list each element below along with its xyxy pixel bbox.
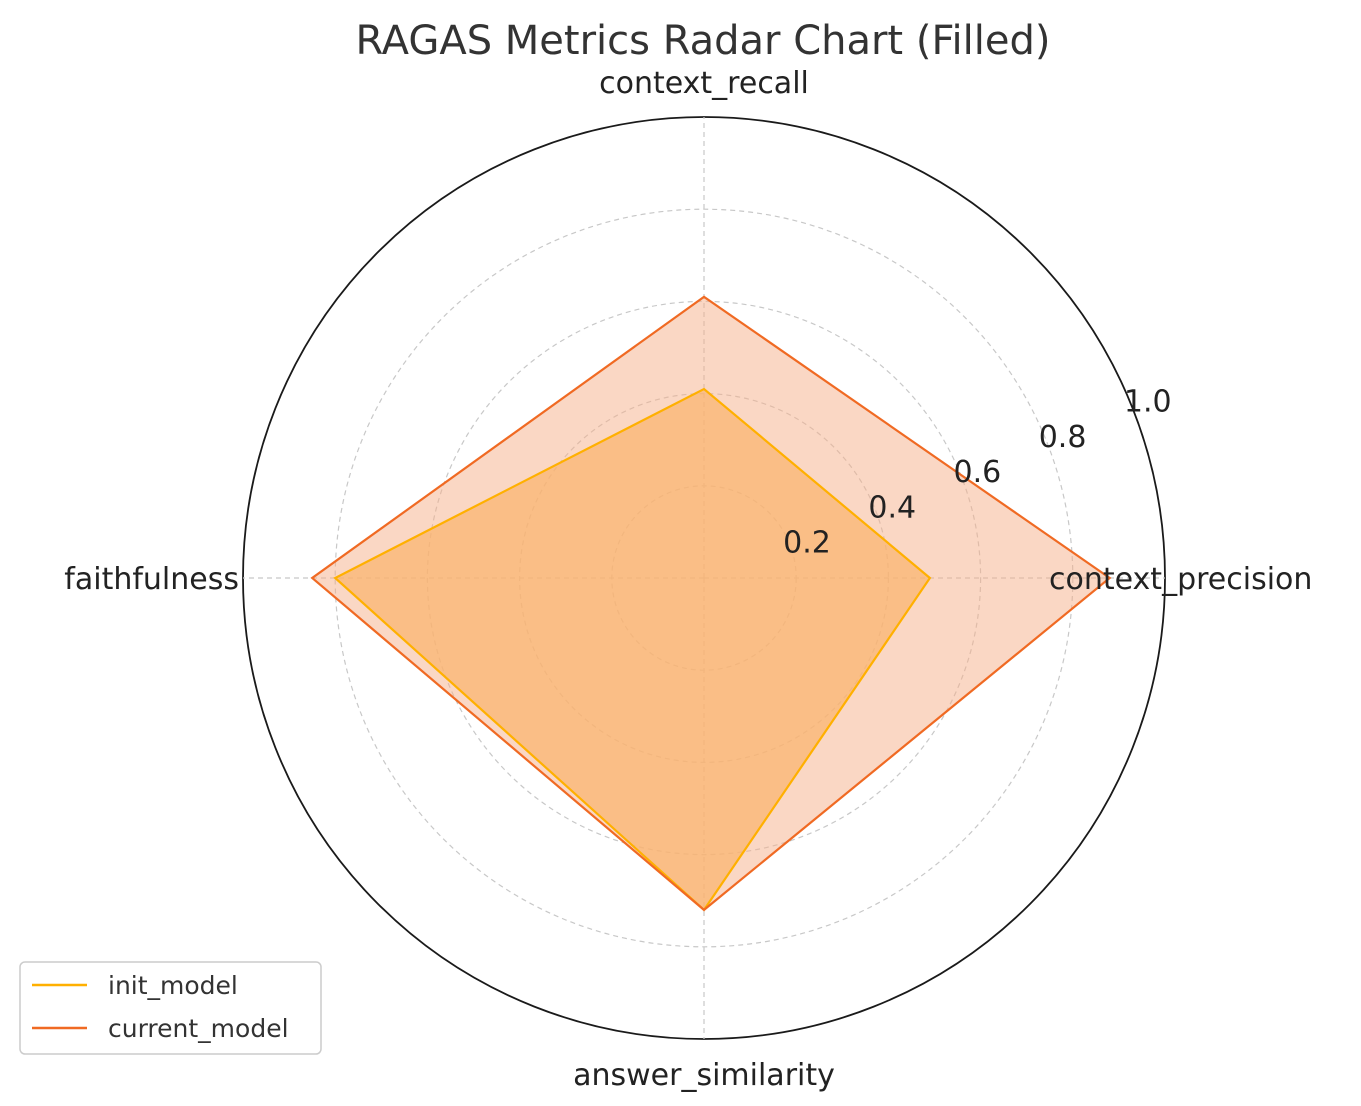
axis-label-faithfulness: faithfulness: [64, 562, 239, 597]
legend: init_model current_model: [19, 961, 322, 1055]
series-line-init-model: [333, 387, 932, 912]
r-tick-label-2: 0.6: [954, 455, 1002, 490]
r-tick-label-1: 0.4: [868, 490, 916, 525]
axis-label-answer-similarity: answer_similarity: [573, 1058, 835, 1093]
series-area-current-model: [312, 296, 1110, 910]
r-tick-label-0: 0.2: [783, 526, 831, 561]
chart-title: RAGAS Metrics Radar Chart (Filled): [356, 18, 1051, 64]
r-tick-label-3: 0.8: [1039, 420, 1087, 455]
axis-labels: context_precision context_recall faithfuln…: [64, 66, 1312, 1093]
series-line-current-model: [310, 295, 1112, 912]
axis-label-context-precision: context_precision: [1049, 562, 1312, 597]
axis-label-context-recall: context_recall: [599, 66, 809, 101]
r-tick-label-4: 1.0: [1124, 385, 1172, 420]
legend-label-init-model: init_model: [108, 971, 238, 1000]
series-layer: [310, 295, 1112, 912]
radial-tick-labels: 0.2 0.4 0.6 0.8 1.0: [783, 385, 1171, 561]
legend-label-current-model: current_model: [108, 1014, 289, 1043]
legend-frame: [19, 961, 322, 1055]
